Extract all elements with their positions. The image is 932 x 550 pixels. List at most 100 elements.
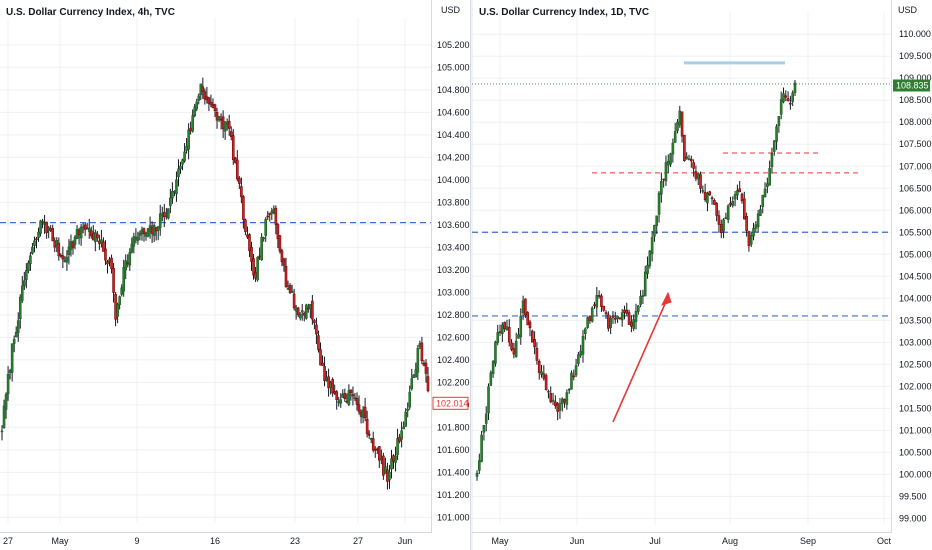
candle xyxy=(657,191,661,223)
candle xyxy=(671,138,675,163)
candle xyxy=(367,430,371,439)
x-axis-4h[interactable]: 27 May 9 16 23 27 Jun xyxy=(3,536,412,546)
candle xyxy=(264,217,268,242)
candle xyxy=(282,257,286,272)
candle xyxy=(498,324,502,336)
y-unit-1d: USD xyxy=(898,5,918,15)
candle xyxy=(789,95,792,110)
candle xyxy=(51,224,55,242)
candle xyxy=(280,248,284,267)
y-tick-label: 105.000 xyxy=(899,249,932,259)
y-tick-label: 103.000 xyxy=(437,287,470,297)
y-tick-label: 100.000 xyxy=(899,469,932,479)
candle xyxy=(747,230,751,252)
candle xyxy=(729,196,732,207)
candle xyxy=(567,388,571,394)
candle xyxy=(766,177,769,194)
candle xyxy=(102,237,105,252)
y-tick-label: 106.000 xyxy=(899,205,932,215)
candle xyxy=(565,389,569,410)
y-tick-label: 102.400 xyxy=(437,355,470,365)
candle xyxy=(274,205,278,235)
candle xyxy=(779,91,783,120)
y-tick-label: 105.500 xyxy=(899,227,932,237)
candle xyxy=(171,182,174,204)
candle xyxy=(156,226,160,241)
candle xyxy=(162,203,166,227)
candle xyxy=(357,395,361,415)
candle xyxy=(687,154,691,161)
candle xyxy=(745,212,748,237)
y-tick-label: 104.200 xyxy=(437,152,470,162)
candle xyxy=(175,171,178,202)
candle xyxy=(0,425,4,441)
x-tick-label: May xyxy=(491,536,509,546)
candle xyxy=(23,271,26,290)
candle xyxy=(132,232,136,254)
candle xyxy=(238,176,241,189)
candle xyxy=(388,464,391,489)
candle xyxy=(524,298,527,319)
y-tick-label: 102.200 xyxy=(437,377,470,387)
candle xyxy=(321,355,324,366)
candle xyxy=(406,402,410,418)
candle xyxy=(501,322,504,342)
y-tick-label: 107.500 xyxy=(899,139,932,149)
candle xyxy=(597,290,601,299)
candle xyxy=(304,303,308,320)
candle xyxy=(637,304,640,315)
candle xyxy=(685,152,688,160)
candle xyxy=(250,241,253,271)
candle xyxy=(680,111,684,143)
candle xyxy=(646,256,649,279)
candle xyxy=(73,235,77,250)
y-tick-label: 104.500 xyxy=(899,271,932,281)
svg-text:108.835: 108.835 xyxy=(896,80,929,90)
candle xyxy=(183,142,186,163)
x-axis-1d[interactable]: May Jun Jul Aug Sep Oct xyxy=(491,536,891,546)
candle xyxy=(775,124,778,150)
x-tick-label: Jul xyxy=(649,536,661,546)
candle xyxy=(14,326,18,338)
candle xyxy=(351,386,355,406)
candle xyxy=(547,389,550,399)
candle xyxy=(478,453,481,474)
candle xyxy=(124,254,128,280)
candle xyxy=(662,178,665,188)
candle xyxy=(632,314,635,331)
y-tick-label: 107.000 xyxy=(899,161,932,171)
candle xyxy=(756,209,760,233)
candle xyxy=(382,452,385,480)
candle xyxy=(482,425,486,441)
candle xyxy=(701,185,705,194)
candle xyxy=(710,195,714,205)
candle xyxy=(793,80,797,97)
candle xyxy=(18,294,22,329)
y-axis-1d[interactable]: 110.000 109.500 109.000 108.500 108.000 107.5… xyxy=(899,29,932,523)
chart-pane-1d[interactable]: U.S. Dollar Currency Index, 1D, TVC 110.… xyxy=(472,0,932,546)
y-tick-label: 102.800 xyxy=(437,310,470,320)
candle xyxy=(761,194,765,214)
candle xyxy=(233,156,237,164)
candle xyxy=(33,236,36,253)
candle xyxy=(491,360,495,378)
candle xyxy=(223,121,227,140)
y-tick-label: 101.500 xyxy=(899,403,932,413)
candle xyxy=(195,98,199,112)
candle xyxy=(600,293,603,312)
candle xyxy=(248,233,251,258)
candle xyxy=(27,260,30,274)
candle xyxy=(556,402,559,421)
candle xyxy=(179,161,182,174)
candle xyxy=(284,257,288,288)
candle xyxy=(242,195,245,229)
candle xyxy=(288,282,292,295)
y-tick-label: 101.600 xyxy=(437,445,470,455)
chart-pane-4h[interactable]: U.S. Dollar Currency Index, 4h, TVC 105.… xyxy=(0,0,470,546)
candle xyxy=(581,329,585,363)
candle xyxy=(4,392,8,419)
last-price-label-1d: 108.835 xyxy=(893,79,930,92)
y-tick-label: 100.500 xyxy=(899,447,932,457)
y-tick-label: 104.000 xyxy=(437,175,470,185)
candle xyxy=(607,311,610,332)
